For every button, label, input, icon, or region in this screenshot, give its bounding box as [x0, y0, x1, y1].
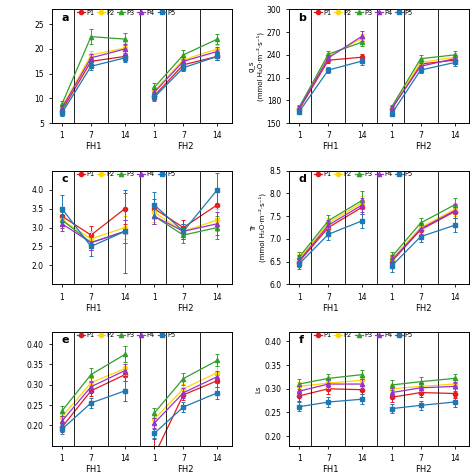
- Text: FH2: FH2: [415, 142, 431, 151]
- Text: FH2: FH2: [415, 304, 431, 313]
- Legend: P1, P2, P3, P4, P5: P1, P2, P3, P4, P5: [313, 331, 414, 339]
- Text: e: e: [61, 336, 69, 346]
- Text: FH2: FH2: [178, 142, 194, 151]
- Text: FH1: FH1: [322, 465, 339, 474]
- Text: FH1: FH1: [85, 142, 102, 151]
- Legend: P1, P2, P3, P4, P5: P1, P2, P3, P4, P5: [313, 170, 414, 178]
- Legend: P1, P2, P3, P4, P5: P1, P2, P3, P4, P5: [75, 170, 176, 178]
- Text: FH2: FH2: [415, 465, 431, 474]
- Text: c: c: [61, 174, 68, 184]
- Text: FH1: FH1: [322, 304, 339, 313]
- Text: d: d: [299, 174, 306, 184]
- Text: FH2: FH2: [178, 304, 194, 313]
- Text: f: f: [299, 336, 303, 346]
- Legend: P1, P2, P3, P4, P5: P1, P2, P3, P4, P5: [313, 9, 414, 17]
- Legend: P1, P2, P3, P4, P5: P1, P2, P3, P4, P5: [75, 9, 176, 17]
- Legend: P1, P2, P3, P4, P5: P1, P2, P3, P4, P5: [75, 331, 176, 339]
- Text: FH1: FH1: [322, 142, 339, 151]
- Text: a: a: [61, 13, 69, 23]
- Y-axis label: Tr
(mmol H₂O·m⁻²·s⁻¹): Tr (mmol H₂O·m⁻²·s⁻¹): [252, 193, 266, 262]
- Text: FH1: FH1: [85, 304, 102, 313]
- Y-axis label: Ls: Ls: [255, 385, 261, 392]
- Text: FH2: FH2: [178, 465, 194, 474]
- Y-axis label: g_s
(mmol H₂O·m⁻²·s⁻¹): g_s (mmol H₂O·m⁻²·s⁻¹): [249, 32, 264, 101]
- Text: b: b: [299, 13, 306, 23]
- Text: FH1: FH1: [85, 465, 102, 474]
